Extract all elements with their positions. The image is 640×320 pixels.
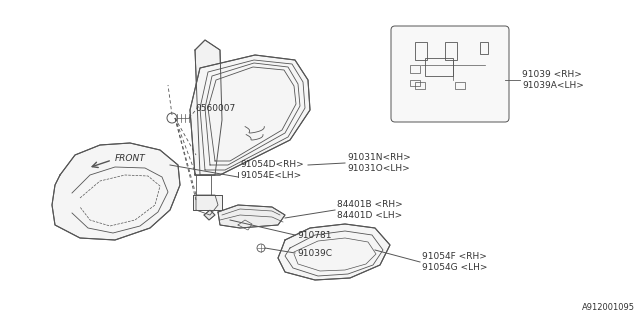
Polygon shape	[278, 224, 390, 280]
Text: 910781: 910781	[297, 230, 332, 239]
Text: 91054F <RH>
91054G <LH>: 91054F <RH> 91054G <LH>	[422, 252, 488, 272]
Bar	[480, 42, 488, 54]
Text: A912001095: A912001095	[582, 303, 635, 312]
Bar	[455, 82, 465, 89]
Bar	[425, 58, 453, 76]
Text: 91039 <RH>
91039A<LH>: 91039 <RH> 91039A<LH>	[522, 70, 584, 90]
Text: 0560007: 0560007	[195, 103, 236, 113]
FancyBboxPatch shape	[391, 26, 509, 122]
Bar	[410, 80, 420, 86]
Polygon shape	[52, 143, 180, 240]
Bar	[445, 42, 457, 60]
Bar	[410, 65, 420, 73]
Polygon shape	[204, 210, 215, 220]
Text: 84401B <RH>
84401D <LH>: 84401B <RH> 84401D <LH>	[337, 200, 403, 220]
Polygon shape	[190, 55, 310, 175]
Bar	[415, 82, 425, 89]
Polygon shape	[218, 205, 285, 228]
Text: 91054D<RH>
91054E<LH>: 91054D<RH> 91054E<LH>	[240, 160, 304, 180]
Text: FRONT: FRONT	[115, 154, 146, 163]
Polygon shape	[195, 40, 222, 175]
Bar	[415, 42, 427, 60]
Text: 91039C: 91039C	[297, 249, 332, 258]
Polygon shape	[193, 195, 222, 210]
Text: 91031N<RH>
91031O<LH>: 91031N<RH> 91031O<LH>	[347, 153, 411, 173]
